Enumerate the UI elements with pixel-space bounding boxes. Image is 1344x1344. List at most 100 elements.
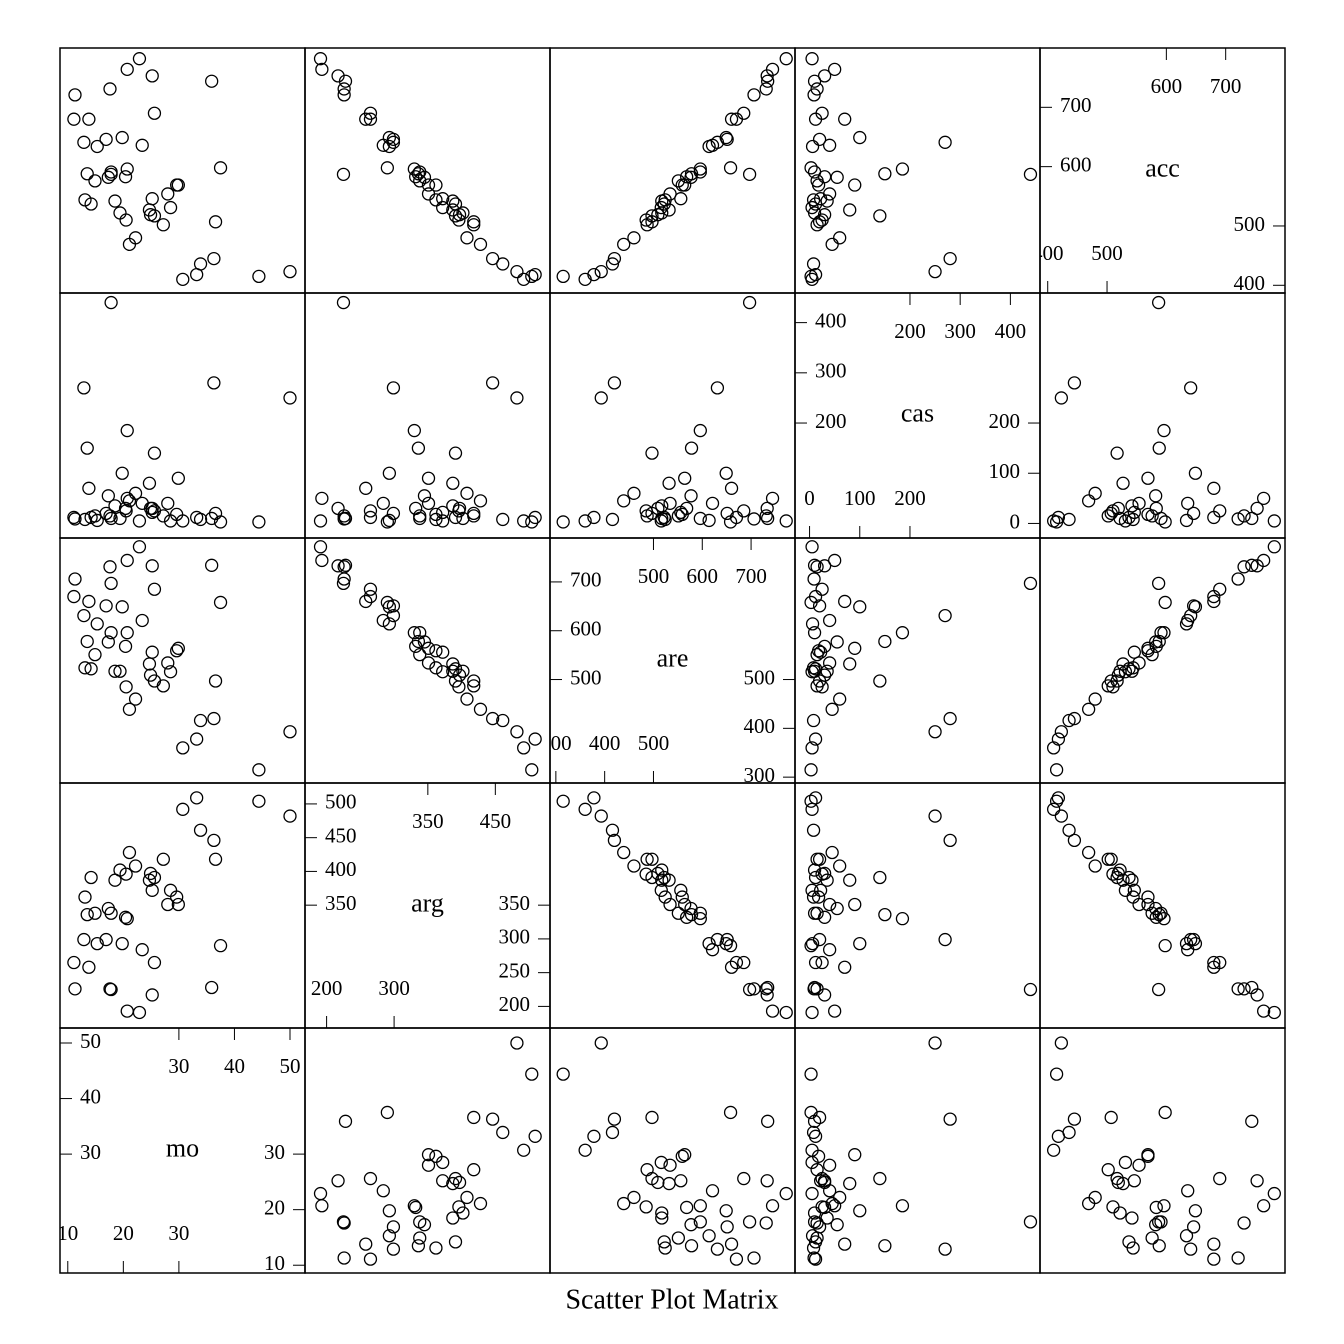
point (807, 626, 822, 640)
panel-border (549, 47, 796, 294)
point (1145, 1231, 1159, 1245)
point (1154, 626, 1168, 640)
point (190, 732, 204, 746)
point (1132, 496, 1146, 511)
point (104, 906, 118, 920)
point (363, 504, 378, 518)
point (1126, 890, 1140, 904)
point (645, 1110, 659, 1125)
point (1081, 494, 1096, 508)
tick-label: 500 (1234, 212, 1266, 236)
point (510, 264, 524, 279)
point (467, 215, 481, 229)
point (804, 1105, 818, 1120)
point (118, 170, 133, 184)
point (1250, 501, 1264, 516)
point (693, 912, 707, 926)
point (617, 237, 631, 252)
point (1101, 509, 1115, 523)
point (848, 897, 862, 912)
point (496, 512, 510, 527)
point (90, 936, 104, 951)
point (943, 1112, 957, 1126)
point (811, 890, 826, 904)
panel: cas 200 300 400 0 100 200 200 300 400 0 100 200 (795, 293, 1040, 538)
point (742, 167, 757, 182)
point (1188, 600, 1203, 614)
point (848, 178, 862, 192)
point (843, 657, 857, 671)
point (943, 833, 957, 848)
tick-label: 350 (499, 891, 531, 915)
point (1081, 702, 1096, 716)
tick-label: 200 (894, 486, 926, 510)
point (617, 1196, 631, 1211)
point (578, 1143, 592, 1157)
point (760, 1174, 774, 1188)
point (145, 501, 159, 516)
point (283, 809, 297, 823)
point (413, 509, 427, 523)
point (376, 613, 390, 628)
point (811, 1149, 826, 1163)
point (315, 553, 329, 568)
point (825, 702, 839, 716)
point (759, 82, 773, 96)
tick-label: 200 (989, 409, 1021, 433)
point (421, 1158, 436, 1172)
point (283, 725, 297, 739)
point (693, 1215, 707, 1229)
point (376, 496, 390, 511)
point (363, 589, 378, 604)
point (674, 192, 688, 206)
point (1267, 1186, 1281, 1201)
point (132, 514, 147, 528)
point (99, 932, 113, 947)
point (806, 823, 821, 837)
point (115, 600, 129, 614)
point (651, 208, 665, 222)
point (1101, 1163, 1115, 1177)
point (108, 873, 122, 887)
point (207, 376, 221, 390)
point (1145, 509, 1159, 523)
tick-label: 700 (735, 564, 767, 588)
point (1125, 873, 1139, 887)
point (938, 932, 952, 947)
panel (804, 540, 1038, 777)
point (108, 194, 122, 208)
point (205, 980, 219, 995)
point (812, 599, 827, 613)
point (1023, 576, 1038, 591)
point (833, 859, 847, 873)
tick-label: 10 (264, 1251, 285, 1275)
point (528, 732, 542, 746)
point (176, 272, 190, 287)
point (467, 679, 481, 693)
point (460, 486, 474, 500)
point (747, 1251, 761, 1265)
point (460, 1190, 474, 1205)
point (1023, 1215, 1038, 1229)
point (1051, 732, 1066, 746)
point (145, 192, 159, 206)
point (1054, 809, 1069, 823)
point (1181, 613, 1195, 628)
point (77, 381, 91, 395)
point (657, 1235, 671, 1249)
point (804, 1067, 818, 1081)
point (1158, 595, 1172, 610)
point (556, 515, 570, 529)
point (359, 594, 373, 609)
point (805, 617, 820, 631)
point (1245, 980, 1259, 995)
point (101, 489, 115, 503)
point (436, 505, 450, 520)
panel-border (1039, 537, 1286, 784)
point (1054, 391, 1069, 405)
point (810, 218, 824, 232)
point (142, 657, 157, 671)
point (765, 1004, 780, 1018)
point (1250, 1174, 1264, 1188)
point (170, 890, 184, 904)
